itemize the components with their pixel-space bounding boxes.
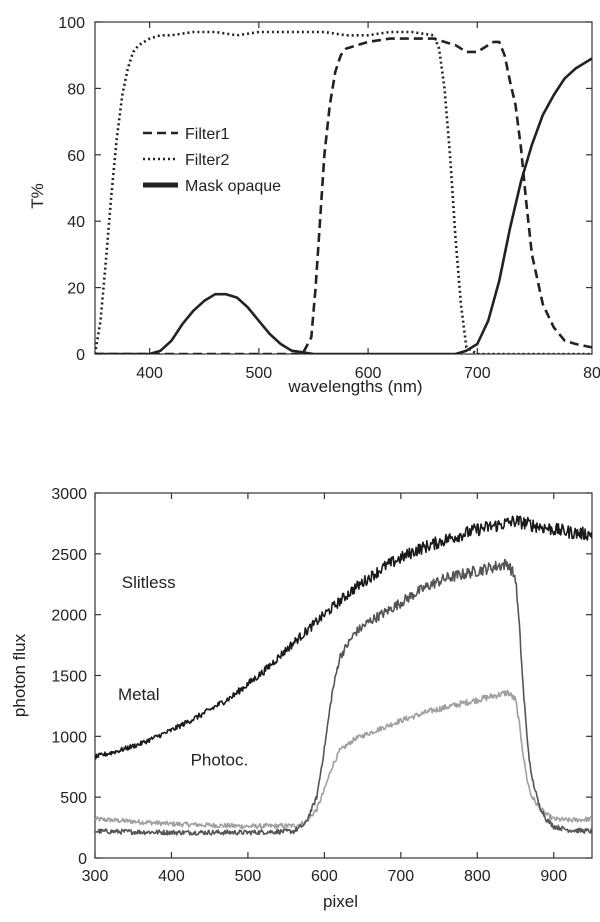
legend-label: Filter1	[185, 126, 230, 143]
plot2-xtick-label: 300	[82, 868, 109, 885]
plot1-frame	[94, 21, 593, 355]
plot1-ytick-label: 100	[58, 15, 85, 32]
plot2-series-metal	[95, 558, 592, 836]
plot2-xtick-label: 500	[235, 868, 262, 885]
plot2-ytick-label: 3000	[51, 486, 87, 503]
plot2-xtick-label: 700	[387, 868, 414, 885]
plot1-ytick-label: 60	[67, 148, 85, 165]
plot1-series-filter2	[95, 30, 592, 354]
plot1-xtick-label-edge: 80	[583, 365, 600, 382]
plot2-annotation: Slitless	[122, 573, 176, 592]
plot2-xtick-label: 600	[311, 868, 338, 885]
plot1-ytick-label: 20	[67, 281, 85, 298]
plot2-xtick-label: 900	[540, 868, 567, 885]
plot1-ytick-label: 40	[67, 214, 85, 231]
plot1-xtick-label: 600	[355, 365, 382, 382]
plot2-annotation: Photoc.	[191, 751, 249, 770]
plot2-annotation: Metal	[118, 685, 160, 704]
plot2-ytick-label: 2500	[51, 547, 87, 564]
plot1-xtick-label: 700	[464, 365, 491, 382]
legend-label: Filter2	[185, 152, 230, 169]
plot1-xtick-label: 400	[136, 365, 163, 382]
legend-label: Mask opaque	[185, 178, 281, 195]
plot2-ylabel: photon flux	[10, 633, 29, 717]
plot2-xtick-label: 800	[464, 868, 491, 885]
plot1-xlabel: wavelengths (nm)	[287, 377, 422, 396]
plot1-ytick-label: 80	[67, 81, 85, 98]
plot2-xtick-label: 400	[158, 868, 185, 885]
plot1-xtick-label: 500	[245, 365, 272, 382]
plot2-series-slitless	[95, 515, 592, 760]
plot2-ytick-label: 0	[78, 851, 87, 868]
plot1-series-filter1	[95, 37, 592, 354]
plot2-series-photoc-	[95, 689, 592, 830]
plot2-xlabel: pixel	[323, 892, 358, 911]
plot1-ytick-label: 0	[76, 347, 85, 364]
plot1-series-mask-opaque	[95, 57, 592, 354]
plot2-ytick-label: 2000	[51, 608, 87, 625]
plot2-ytick-label: 1500	[51, 669, 87, 686]
plot2-ytick-label: 500	[60, 790, 87, 807]
plot2-ytick-label: 1000	[51, 729, 87, 746]
plot2-frame	[94, 492, 593, 859]
plot1-ylabel: T%	[28, 183, 47, 209]
